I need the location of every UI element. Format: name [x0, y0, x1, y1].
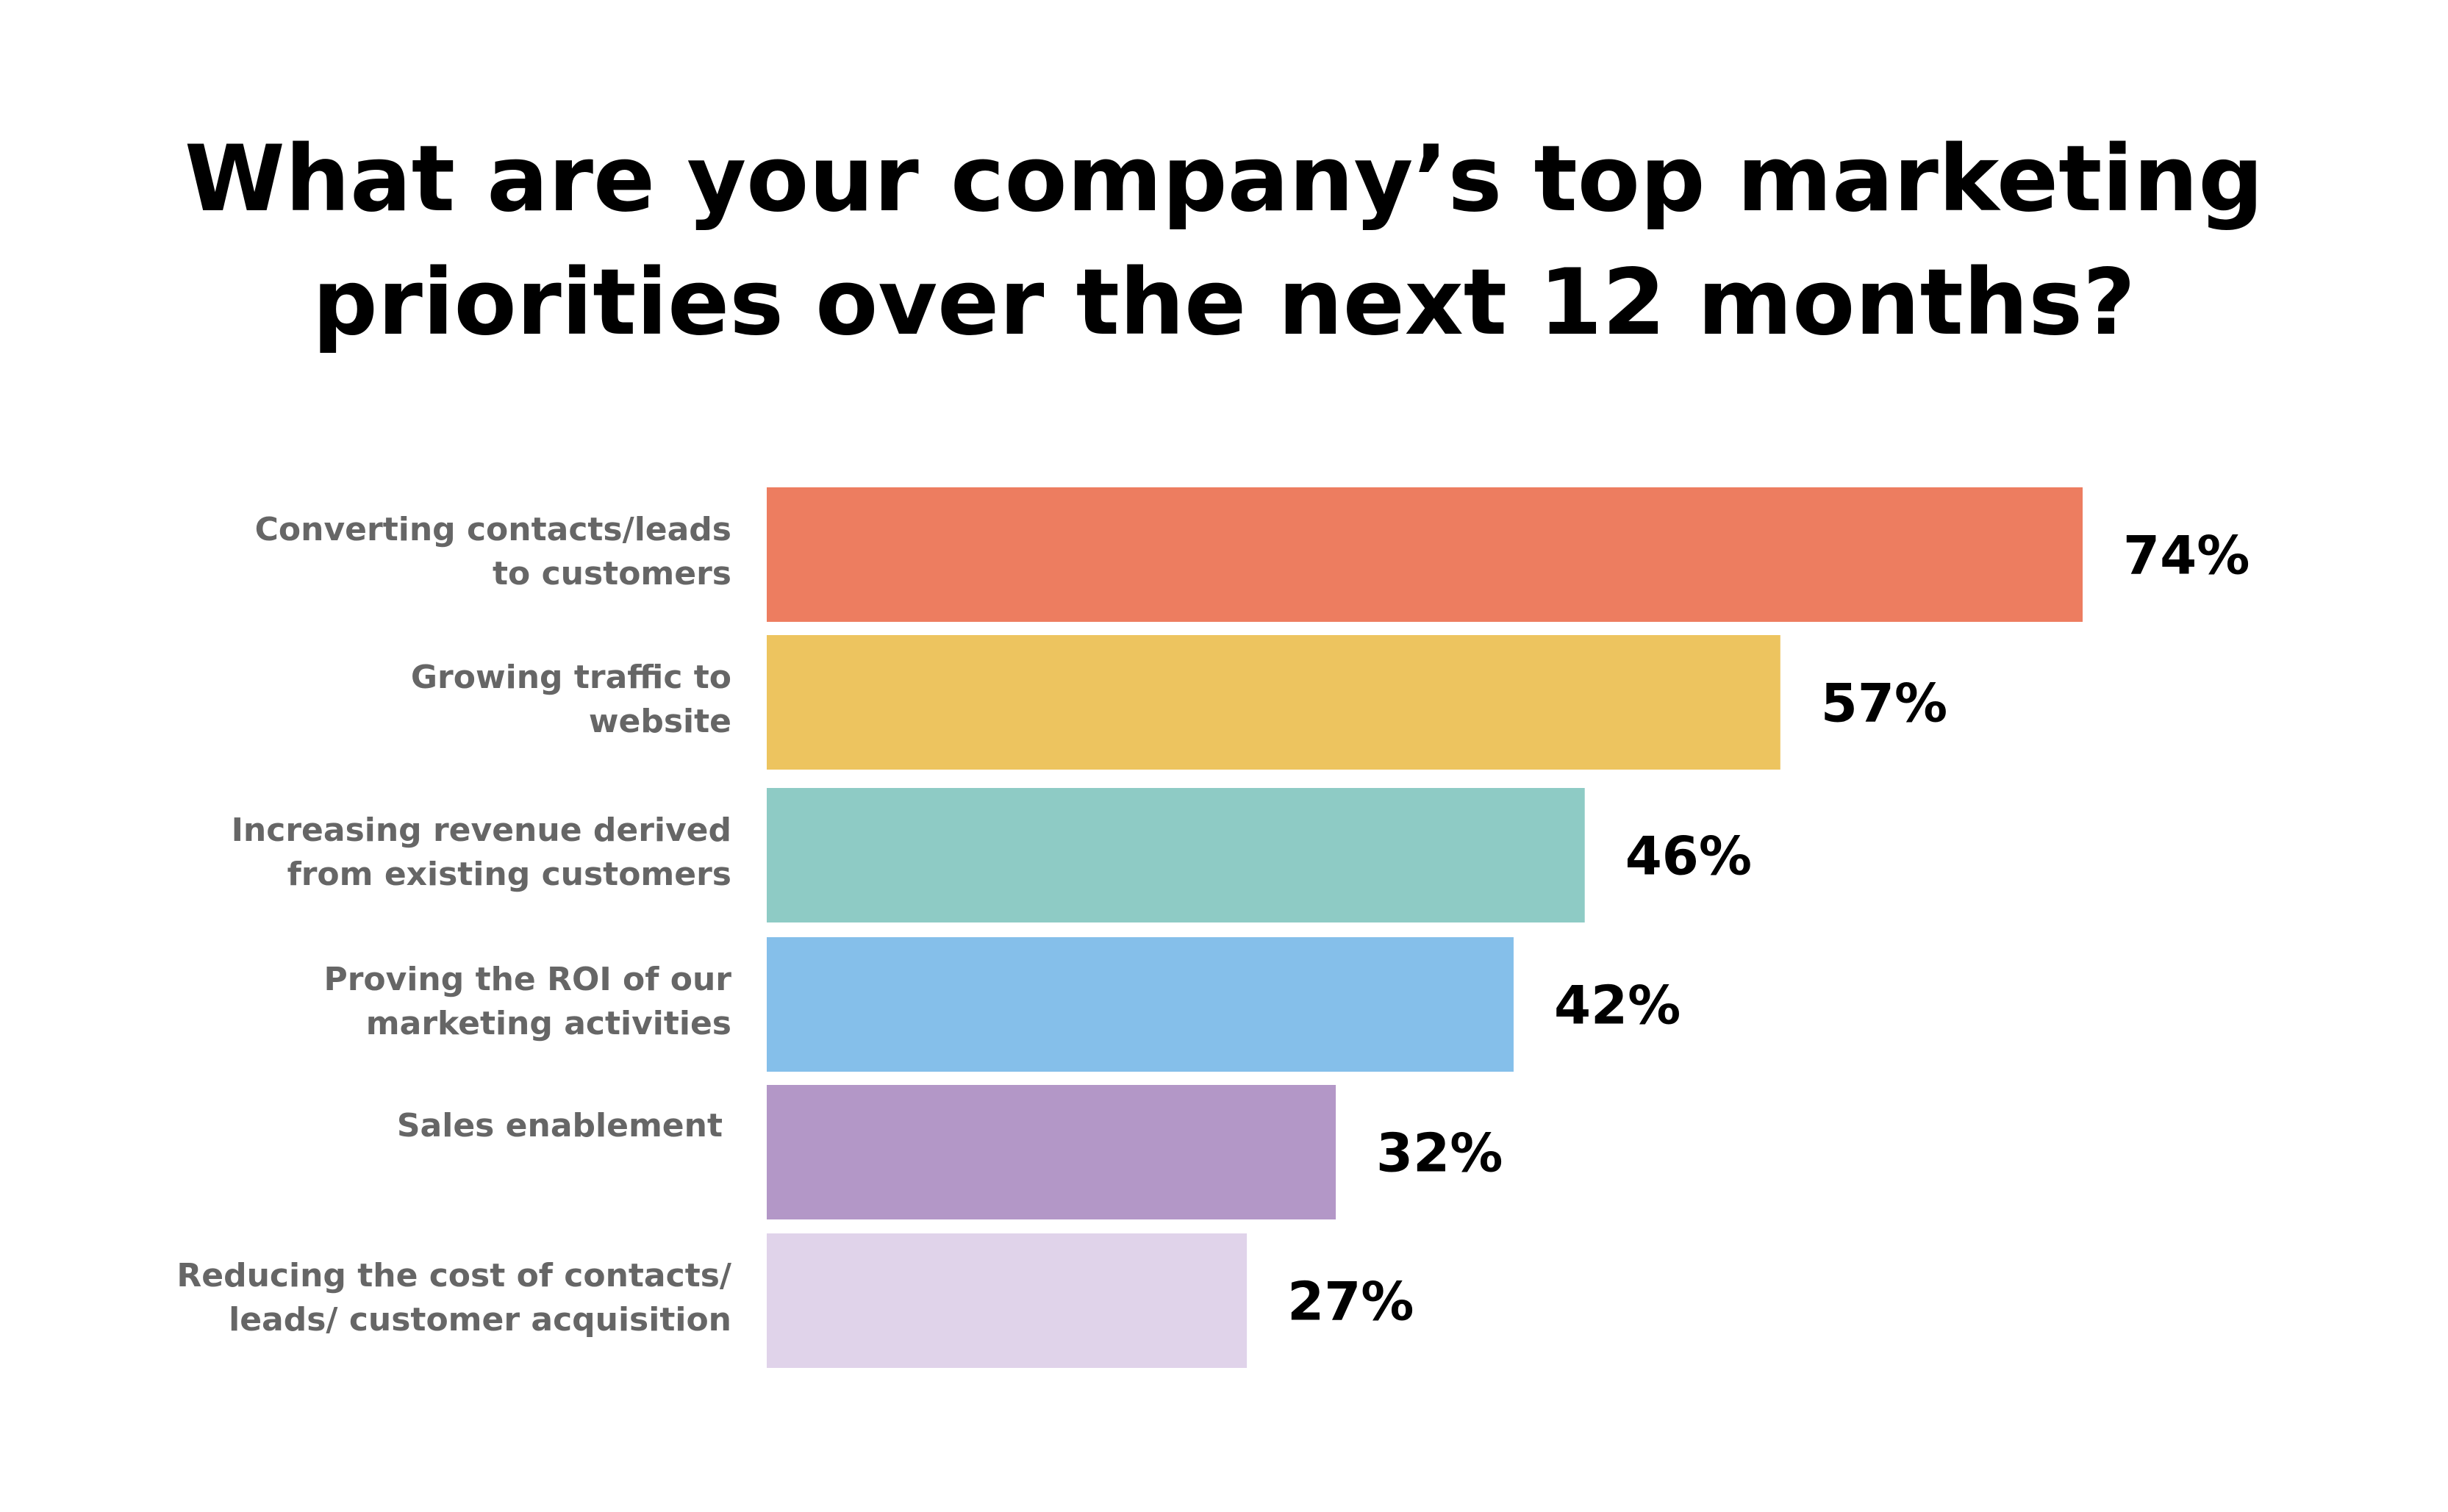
category-label-4-line-1: Proving the ROI of our: [323, 961, 731, 998]
value-label-6: 27%: [1287, 1271, 1414, 1333]
category-label-4-line-2: marketing activities: [366, 1005, 731, 1042]
bar-3: [767, 788, 1585, 922]
bar-6: [767, 1233, 1248, 1368]
value-label-3: 46%: [1625, 825, 1752, 887]
category-label-1-line-2: to customers: [493, 555, 731, 592]
category-label-6-line-1: Reducing the cost of contacts/: [176, 1257, 732, 1294]
bar-1: [767, 487, 2083, 622]
category-label-3-line-2: from existing customers: [287, 856, 731, 893]
chart-title-line-2: priorities over the next 12 months?: [312, 250, 2136, 356]
value-label-5: 32%: [1376, 1122, 1503, 1184]
bar-4: [767, 937, 1514, 1072]
value-label-2: 57%: [1821, 673, 1947, 734]
category-label-6-line-2: leads/ customer acquisition: [229, 1301, 731, 1339]
bar-5: [767, 1085, 1336, 1219]
bar-2: [767, 635, 1780, 770]
chart-title-line-1: What are your company’s top marketing: [185, 126, 2263, 232]
chart-title: What are your company’s top marketing pr…: [0, 118, 2448, 365]
category-label-1-line-1: Converting contacts/leads: [255, 511, 731, 548]
category-label-2-line-2: website: [589, 703, 731, 740]
value-label-1: 74%: [2123, 525, 2250, 587]
category-label-3-line-1: Increasing revenue derived: [232, 811, 731, 849]
category-label-2-line-1: Growing traffic to: [411, 659, 731, 696]
value-label-4: 42%: [1554, 975, 1681, 1036]
category-label-5-line-1: Sales enablement: [397, 1107, 723, 1144]
